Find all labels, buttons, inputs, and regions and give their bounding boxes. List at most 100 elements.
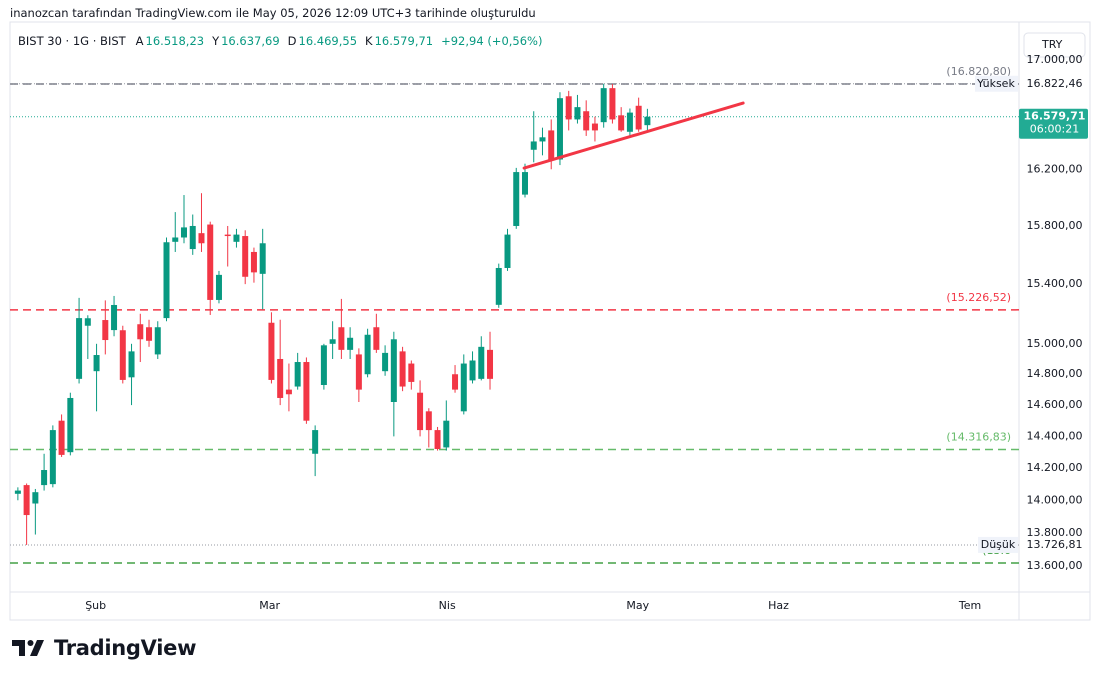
candle-body <box>539 137 546 142</box>
last-price-box <box>1019 108 1088 139</box>
candle-body <box>137 324 144 340</box>
last-price-value: 16.579,71 <box>1024 110 1086 123</box>
legend-key: K <box>365 34 373 48</box>
low-title-box <box>978 536 1018 553</box>
legend-value: 16.637,69 <box>221 34 280 48</box>
candle-body <box>635 105 642 130</box>
candle-body <box>591 123 598 131</box>
y-tick-label: 15.800,00 <box>1027 219 1083 232</box>
candle-body <box>644 116 651 126</box>
legend-value: 16.579,71 <box>374 34 434 48</box>
y-tick-label: 17.000,00 <box>1027 53 1083 66</box>
high-title: Yüksek <box>976 77 1015 90</box>
candle-body <box>469 360 476 381</box>
high-value: 16.822,46 <box>1027 77 1083 90</box>
candle-body <box>93 355 100 372</box>
logo-icon <box>12 640 44 656</box>
candle-body <box>548 130 555 160</box>
candle-body <box>443 420 450 448</box>
candle-body <box>425 411 432 431</box>
candle-body <box>303 362 310 421</box>
candle-body <box>434 430 441 450</box>
ohlc-legend: BIST 30 · 1G · BIST A 16.518,23 Y 16.637,69 D… <box>18 34 550 48</box>
candle-body <box>32 492 39 504</box>
y-tick-label: 14.800,00 <box>1027 367 1083 380</box>
price-line-label: (15.226,52) <box>946 291 1011 304</box>
y-tick-label: 14.000,00 <box>1027 493 1083 506</box>
x-tick-label: Nis <box>439 599 456 612</box>
candle-body <box>224 234 231 237</box>
candle-body <box>618 115 625 131</box>
candle-body <box>233 234 240 242</box>
candle-body <box>382 352 389 372</box>
candle-body <box>373 327 380 350</box>
y-tick-label: 14.600,00 <box>1027 398 1083 411</box>
candle-body <box>41 470 48 486</box>
legend-value: 16.518,23 <box>145 34 205 48</box>
candle-body <box>198 233 205 244</box>
y-tick-label: 15.400,00 <box>1027 277 1083 290</box>
candle-body <box>521 172 528 195</box>
candle-body <box>180 227 187 238</box>
currency-label: TRY <box>1041 38 1063 51</box>
x-tick-label: Haz <box>768 599 789 612</box>
y-tick-label: 13.800,00 <box>1027 526 1083 539</box>
candle-body <box>626 112 633 132</box>
candle-body <box>452 374 459 390</box>
candle-body <box>478 346 485 379</box>
candle-body <box>67 397 74 453</box>
symbol: BIST 30 · 1G · BIST <box>18 34 126 48</box>
x-tick-label: Mar <box>259 599 280 612</box>
candle-body <box>154 327 161 355</box>
candle-body <box>172 237 179 242</box>
candle-body <box>338 327 345 350</box>
candle-body <box>128 351 135 378</box>
logo-part <box>30 640 44 656</box>
y-tick-label: 13.600,00 <box>1027 559 1083 572</box>
candle-body <box>504 234 511 268</box>
x-tick-label: Şub <box>85 599 106 612</box>
candle-body <box>189 225 196 250</box>
attribution: inanozcan tarafından TradingView.com ile… <box>10 6 536 20</box>
logo-part <box>27 640 34 646</box>
y-tick-label: 15.000,00 <box>1027 337 1083 350</box>
candle-body <box>146 327 153 341</box>
candle-body <box>14 490 21 494</box>
candle-body <box>347 337 354 350</box>
x-tick-label: Tem <box>958 599 981 612</box>
candle-body <box>294 362 301 387</box>
candle-body <box>102 320 109 341</box>
candle-body <box>417 392 424 431</box>
candle-body <box>119 330 126 380</box>
candle-body <box>242 236 249 277</box>
candle-body <box>487 349 494 379</box>
low-value-box <box>1020 535 1089 554</box>
y-tick-label: 16.200,00 <box>1027 162 1083 175</box>
candle-body <box>364 334 371 375</box>
currency-button[interactable] <box>1023 32 1086 58</box>
candle-body <box>163 242 170 319</box>
chart: TRY 13.600,00 13.800,00 14.000,00 14.200,00 1… <box>9 21 1091 621</box>
change: +92,94 (+0,56%) <box>441 34 543 48</box>
x-tick-label: May <box>626 599 649 612</box>
high-value-box <box>1020 74 1089 93</box>
candle-body <box>111 304 118 331</box>
low-title: Düşük <box>981 538 1016 551</box>
candle-body <box>495 267 502 305</box>
candle-body <box>84 318 91 326</box>
candle-body <box>513 172 520 226</box>
plot <box>10 83 1019 564</box>
trendline <box>522 101 745 170</box>
brand: TradingView <box>54 636 197 660</box>
candle-body <box>58 420 65 455</box>
price-line-label: (14.316,83) <box>946 431 1011 444</box>
candle-body <box>408 363 415 382</box>
logo-part <box>12 640 25 656</box>
chart-frame <box>9 21 1091 621</box>
legend-key: Y <box>212 34 220 48</box>
candle-body <box>49 430 56 485</box>
candle-body <box>460 363 467 412</box>
candle-body <box>565 96 572 120</box>
candle-body <box>215 274 222 300</box>
price-line-label: (16.820,80) <box>946 65 1011 78</box>
